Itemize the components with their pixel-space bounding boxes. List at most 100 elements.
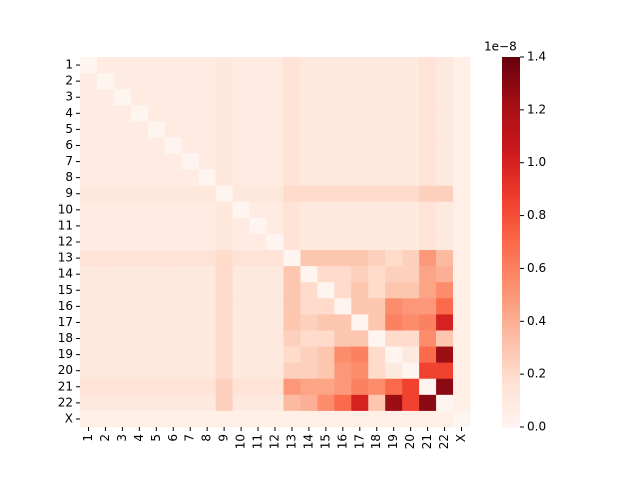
- heatmap-cell: [164, 314, 183, 331]
- heatmap-cell: [147, 153, 166, 170]
- colorbar-segment: [502, 264, 520, 269]
- heatmap-cell: [80, 153, 98, 170]
- heatmap-cell: [266, 185, 284, 203]
- y-tick-label: 11: [58, 218, 73, 232]
- heatmap-cell: [215, 201, 233, 219]
- colorbar-segment: [502, 234, 520, 239]
- heatmap-cell: [164, 73, 183, 90]
- heatmap-cell: [164, 362, 183, 380]
- heatmap-cell: [453, 314, 471, 331]
- colorbar-segment: [502, 197, 520, 202]
- heatmap-cell: [198, 185, 216, 203]
- colorbar-segment: [502, 57, 520, 62]
- heatmap-cell: [181, 121, 199, 138]
- heatmap-cell: [266, 250, 284, 267]
- heatmap-cell: [453, 362, 471, 380]
- colorbar-segment: [502, 397, 520, 402]
- heatmap-cell: [453, 266, 471, 283]
- colorbar-segment: [502, 149, 520, 154]
- heatmap-cell: [334, 169, 352, 186]
- x-tick-label: 14: [301, 434, 315, 449]
- colorbar-segment: [502, 393, 520, 398]
- colorbar-segment: [502, 334, 520, 339]
- heatmap-cell: [351, 233, 369, 251]
- heatmap-cell: [283, 89, 301, 106]
- heatmap-cell: [215, 121, 233, 138]
- heatmap-cell: [232, 378, 250, 396]
- heatmap-cell: [80, 233, 98, 251]
- heatmap-cell: [419, 137, 437, 154]
- colorbar-segment: [502, 223, 520, 228]
- heatmap-cell: [113, 73, 132, 90]
- heatmap-cell: [436, 250, 454, 267]
- heatmap-cell: [385, 266, 403, 283]
- heatmap-cell: [232, 217, 250, 235]
- heatmap-cell: [368, 57, 386, 74]
- heatmap-cell: [283, 282, 301, 299]
- heatmap-cell: [181, 105, 199, 122]
- heatmap-cell: [147, 362, 166, 380]
- heatmap-cell: [317, 250, 335, 267]
- colorbar-segment: [502, 249, 520, 254]
- heatmap-cell: [283, 73, 301, 90]
- heatmap-cell: [232, 89, 250, 106]
- heatmap-cell: [419, 153, 437, 170]
- heatmap-cell: [419, 233, 437, 251]
- x-tick-label: 13: [284, 434, 298, 449]
- colorbar-tick-label: 1.0: [527, 155, 546, 169]
- x-tick-label: 3: [115, 434, 129, 442]
- colorbar-segment: [502, 153, 520, 158]
- heatmap-cell: [419, 266, 437, 283]
- colorbar-segment: [502, 201, 520, 206]
- heatmap-cell: [232, 362, 250, 380]
- heatmap-cell: [402, 169, 420, 186]
- heatmap-cell: [80, 169, 98, 186]
- heatmap-cell: [181, 153, 199, 170]
- heatmap-cell: [266, 233, 284, 251]
- heatmap-cell: [453, 378, 471, 396]
- heatmap-cell: [385, 105, 403, 122]
- heatmap-cell: [436, 394, 454, 412]
- colorbar-segment: [502, 345, 520, 350]
- heatmap-cell: [113, 330, 132, 347]
- heatmap-cell: [385, 185, 403, 203]
- heatmap-cell: [351, 250, 369, 267]
- colorbar-segment: [502, 179, 520, 184]
- heatmap-cell: [351, 394, 369, 412]
- heatmap-cell: [334, 57, 352, 74]
- heatmap-cell: [232, 185, 250, 203]
- heatmap-cell: [283, 346, 301, 363]
- heatmap-cell: [130, 410, 149, 428]
- heatmap-cell: [232, 346, 250, 363]
- heatmap-cell: [232, 233, 250, 251]
- heatmap-cell: [419, 105, 437, 122]
- heatmap-cell: [334, 330, 352, 347]
- heatmap-cell: [164, 57, 183, 74]
- heatmap-cell: [436, 266, 454, 283]
- heatmap-cell: [351, 378, 369, 396]
- heatmap-cell: [334, 378, 352, 396]
- heatmap-cell: [351, 201, 369, 219]
- heatmap-cell: [334, 105, 352, 122]
- heatmap-cell: [368, 298, 386, 315]
- heatmap-cell: [419, 410, 437, 428]
- heatmap-cell: [130, 73, 149, 90]
- heatmap-cell: [419, 330, 437, 347]
- heatmap-cell: [215, 105, 233, 122]
- heatmap-cell: [300, 346, 318, 363]
- heatmap-cell: [385, 394, 403, 412]
- heatmap-cell: [232, 410, 250, 428]
- heatmap-cell: [300, 233, 318, 251]
- heatmap-cell: [402, 185, 420, 203]
- heatmap-cell: [96, 137, 115, 154]
- y-tick-label: 9: [65, 186, 73, 200]
- heatmap-cell: [164, 153, 183, 170]
- heatmap-cell: [181, 410, 199, 428]
- colorbar-segment: [502, 127, 520, 132]
- heatmap-cell: [283, 105, 301, 122]
- heatmap-cell: [181, 57, 199, 74]
- colorbar-segment: [502, 378, 520, 384]
- heatmap-cell: [96, 250, 115, 267]
- colorbar-segment: [502, 82, 520, 88]
- heatmap-cell: [402, 73, 420, 90]
